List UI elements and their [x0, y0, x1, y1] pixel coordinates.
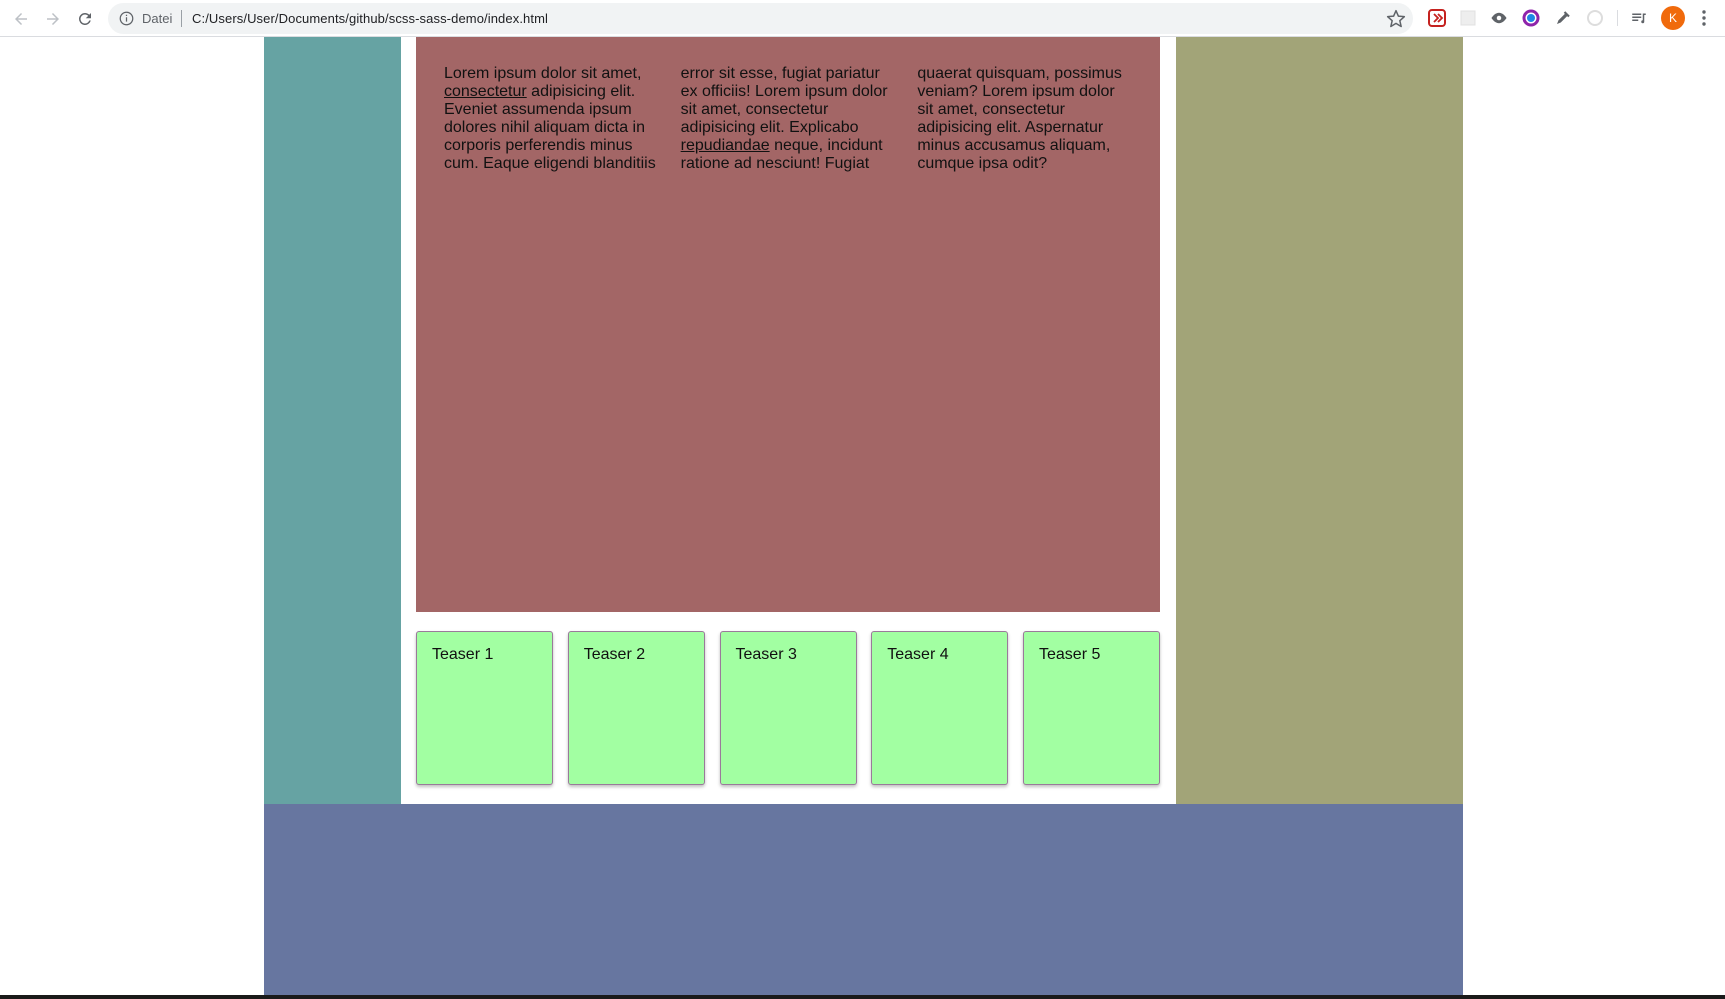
address-bar[interactable]: Datei C:/Users/User/Documents/github/scs…	[108, 3, 1413, 34]
forward-button[interactable]	[41, 7, 65, 31]
extension-icon	[1460, 10, 1476, 26]
omnibox-divider	[181, 10, 182, 27]
extension-icon	[1587, 10, 1603, 26]
forward-arrow-icon	[47, 13, 59, 25]
right-sidebar	[1176, 37, 1463, 804]
teaser-card-2: Teaser 2	[567, 631, 705, 785]
extension-button[interactable]	[1489, 8, 1509, 28]
star-icon[interactable]	[1386, 9, 1406, 29]
multi-column-text: Lorem ipsum dolor sit amet, consectetur …	[444, 65, 1132, 185]
browser-toolbar: Datei C:/Users/User/Documents/github/scs…	[0, 0, 1725, 37]
media-queue-icon	[1632, 13, 1646, 24]
extension-button[interactable]	[1585, 8, 1605, 28]
page-viewport: Lorem ipsum dolor sit amet, consectetur …	[0, 37, 1725, 999]
text-segment: adipisicing elit. Eveniet assumenda ipsu…	[444, 65, 888, 172]
color-circle-icon	[1522, 9, 1540, 27]
extension-button[interactable]	[1553, 8, 1573, 28]
back-button[interactable]	[9, 7, 33, 31]
teaser-card-5: Teaser 5	[1023, 631, 1160, 785]
scheme-label: Datei	[142, 11, 173, 26]
teaser-card-3: Teaser 3	[719, 631, 857, 785]
extension-button[interactable]	[1427, 8, 1447, 28]
left-sidebar	[264, 37, 401, 804]
page-footer	[264, 804, 1463, 999]
main-column: Lorem ipsum dolor sit amet, consectetur …	[401, 37, 1176, 804]
window-bottom-edge	[0, 995, 1725, 999]
link-consectetur[interactable]: consectetur	[444, 83, 527, 100]
back-arrow-icon	[15, 13, 27, 25]
text-segment: Lorem ipsum dolor sit amet,	[444, 65, 642, 82]
reload-button[interactable]	[73, 7, 97, 31]
teaser-row: Teaser 1 Teaser 2 Teaser 3 Teaser 4 Teas…	[416, 631, 1160, 785]
extension-button[interactable]	[1521, 8, 1541, 28]
profile-avatar[interactable]: K	[1661, 6, 1685, 30]
media-button[interactable]	[1629, 8, 1649, 28]
content-box: Lorem ipsum dolor sit amet, consectetur …	[416, 37, 1160, 612]
info-icon[interactable]	[119, 11, 134, 26]
teaser-card-4: Teaser 4	[871, 631, 1009, 785]
teaser-card-1: Teaser 1	[416, 631, 553, 785]
extension-button[interactable]	[1458, 8, 1478, 28]
toolbar-separator	[1617, 10, 1618, 26]
text-segment: neque, incidunt ratione ad nesciunt! Fug…	[680, 65, 1122, 172]
reload-icon	[78, 12, 91, 25]
eye-icon	[1491, 12, 1507, 24]
link-repudiandae[interactable]: repudiandae	[680, 137, 770, 154]
extension-icon	[1428, 9, 1446, 27]
menu-dots-icon[interactable]	[1694, 8, 1714, 28]
url-text[interactable]: C:/Users/User/Documents/github/scss-sass…	[192, 11, 548, 26]
eyedropper-icon	[1557, 11, 1570, 24]
